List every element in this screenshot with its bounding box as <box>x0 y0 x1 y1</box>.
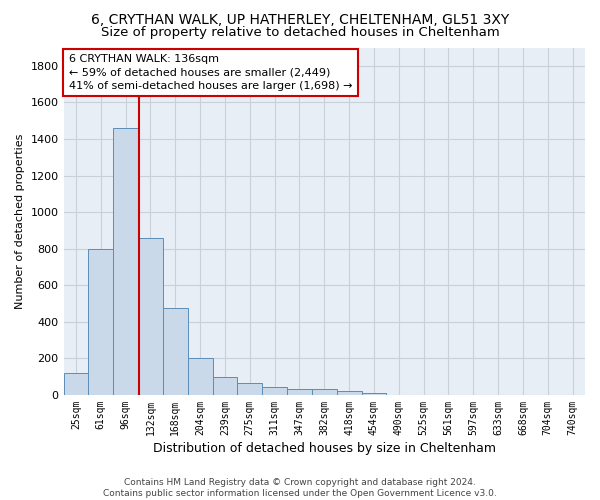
Bar <box>262 386 287 395</box>
Bar <box>362 393 386 395</box>
Bar <box>287 388 312 395</box>
Bar <box>312 390 337 395</box>
Bar <box>163 308 188 395</box>
Y-axis label: Number of detached properties: Number of detached properties <box>15 134 25 309</box>
X-axis label: Distribution of detached houses by size in Cheltenham: Distribution of detached houses by size … <box>153 442 496 455</box>
Bar <box>212 376 238 395</box>
Bar <box>113 128 138 395</box>
Bar <box>337 392 362 395</box>
Bar <box>88 248 113 395</box>
Text: Size of property relative to detached houses in Cheltenham: Size of property relative to detached ho… <box>101 26 499 39</box>
Text: 6 CRYTHAN WALK: 136sqm
← 59% of detached houses are smaller (2,449)
41% of semi-: 6 CRYTHAN WALK: 136sqm ← 59% of detached… <box>69 54 352 91</box>
Bar <box>138 238 163 395</box>
Bar <box>188 358 212 395</box>
Text: 6, CRYTHAN WALK, UP HATHERLEY, CHELTENHAM, GL51 3XY: 6, CRYTHAN WALK, UP HATHERLEY, CHELTENHA… <box>91 12 509 26</box>
Bar <box>238 383 262 395</box>
Bar <box>64 373 88 395</box>
Text: Contains HM Land Registry data © Crown copyright and database right 2024.
Contai: Contains HM Land Registry data © Crown c… <box>103 478 497 498</box>
